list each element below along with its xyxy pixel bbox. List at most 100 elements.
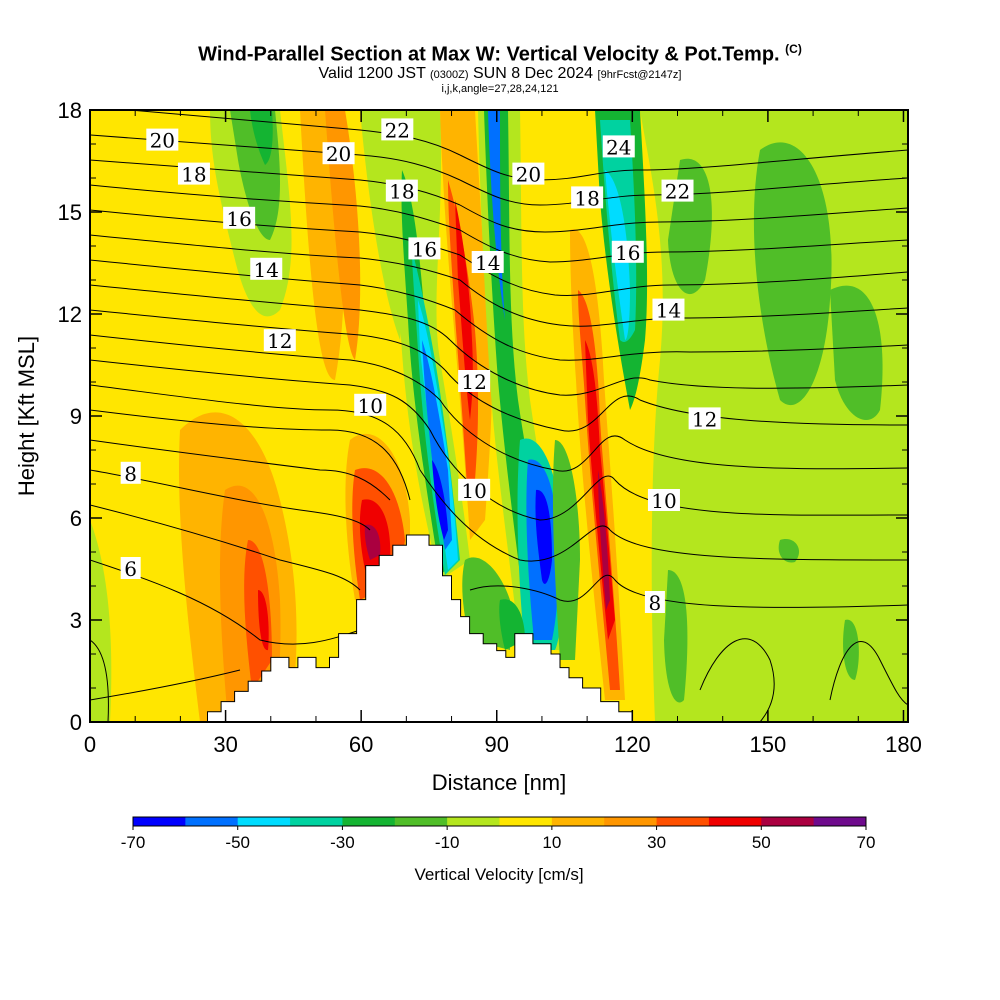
theta-contour	[459, 279, 908, 327]
theta-label-text: 16	[226, 207, 251, 231]
theta-label: 14	[250, 257, 283, 282]
theta-label: 18	[571, 186, 604, 210]
theta-label-box	[223, 206, 256, 229]
field-region	[325, 110, 361, 360]
theta-label-text: 12	[461, 370, 486, 394]
theta-label-box	[322, 142, 355, 165]
theta-label: 10	[647, 489, 680, 513]
theta-label-box	[611, 240, 644, 263]
field-region	[753, 142, 832, 406]
field-region	[364, 524, 381, 560]
colorbar-swatch	[813, 817, 867, 826]
theta-contour	[90, 284, 451, 341]
valid-date: SUN 8 Dec 2024	[473, 64, 594, 82]
theta-label: 10	[354, 393, 387, 418]
chart-title-text: Wind-Parallel Section at Max W: Vertical…	[198, 43, 780, 66]
valid-utc: (0300Z)	[430, 68, 469, 81]
colorbar-swatch	[290, 817, 343, 826]
field-region	[462, 557, 510, 650]
forecast-info: [9hrFcst@2147z]	[597, 68, 682, 81]
theta-label-box	[146, 128, 179, 151]
theta-label-box	[661, 179, 694, 202]
theta-label-box	[120, 461, 141, 484]
theta-label-box	[120, 557, 141, 579]
theta-label-box	[471, 251, 504, 273]
theta-label-text: 18	[389, 180, 414, 204]
theta-label-text: 10	[357, 394, 382, 418]
theta-contour	[469, 574, 908, 608]
colorbar-swatch	[185, 817, 239, 826]
colorbar-swatch	[237, 817, 291, 826]
theta-contour	[829, 640, 908, 706]
theta-contour	[459, 177, 908, 206]
theta-contour	[459, 254, 908, 296]
theta-contour	[90, 384, 421, 471]
field-region	[258, 590, 269, 651]
x-axis-title: Distance [nm]	[432, 770, 567, 795]
theta-contour	[459, 149, 908, 181]
theta-label: 14	[652, 298, 685, 323]
x-tick-label: 90	[484, 732, 508, 757]
y-tick-label: 6	[70, 506, 82, 531]
colorbar-swatch	[551, 817, 605, 826]
theta-label-box	[644, 591, 665, 613]
colorbar-frame	[132, 816, 867, 827]
theta-label-text: 10	[461, 479, 486, 503]
theta-contour	[90, 639, 109, 722]
theta-label-box	[263, 329, 296, 352]
theta-label: 12	[688, 407, 721, 431]
copyright-mark: (C)	[785, 42, 802, 56]
theta-label-box	[688, 407, 721, 430]
y-axis: 0 3 6 9 12 15 18	[58, 98, 908, 735]
theta-label-text: 24	[606, 135, 631, 159]
theta-contour	[449, 339, 908, 396]
field-region	[360, 110, 408, 340]
colorbar-tick-label: -50	[225, 833, 250, 852]
theta-label-text: 8	[124, 462, 137, 486]
theta-label: 6	[120, 557, 141, 581]
theta-label: 16	[611, 240, 644, 265]
theta-label-text: 12	[692, 407, 717, 431]
theta-contour	[129, 110, 461, 156]
colorbar: -70 -50 -30 -10 10 30 50 70	[121, 816, 876, 852]
field-region	[432, 460, 448, 540]
colorbar-tick-label: 70	[857, 833, 876, 852]
x-tick-label: 180	[885, 732, 922, 757]
theta-label-text: 8	[649, 591, 662, 615]
theta-contour	[90, 159, 461, 206]
field-region	[778, 539, 800, 563]
title-block: Wind-Parallel Section at Max W: Vertical…	[0, 38, 1000, 95]
colorbar-swatch	[499, 817, 553, 826]
x-tick-label: 0	[84, 732, 96, 757]
theta-label-text: 20	[516, 163, 541, 187]
theta-label-text: 20	[326, 142, 351, 166]
colorbar-tick-label: 10	[542, 833, 561, 852]
colorbar-swatch	[604, 817, 658, 826]
theta-label-box	[458, 478, 491, 501]
theta-contour	[459, 204, 908, 233]
chart-title: Wind-Parallel Section at Max W: Vertical…	[0, 38, 1000, 66]
theta-contour	[90, 309, 446, 371]
theta-label: 20	[146, 128, 179, 153]
theta-contour	[90, 359, 431, 431]
colorbar-tick-label: -70	[121, 833, 146, 852]
theta-contour	[90, 259, 456, 311]
colorbar-title: Vertical Velocity [cm/s]	[414, 865, 583, 884]
x-tick-label: 30	[213, 732, 237, 757]
theta-contour	[90, 439, 391, 501]
y-tick-label: 9	[70, 404, 82, 429]
theta-label: 18	[385, 179, 418, 204]
theta-label-box	[250, 257, 283, 280]
theta-label-text: 6	[124, 557, 137, 581]
theta-label-text: 18	[574, 186, 599, 210]
theta-contour	[439, 399, 908, 472]
chart-subtitle: Valid 1200 JST (0300Z) SUN 8 Dec 2024 [9…	[0, 64, 1000, 83]
x-tick-label: 120	[614, 732, 651, 757]
theta-contour	[90, 409, 411, 501]
field-region	[843, 619, 859, 680]
theta-label: 16	[223, 206, 256, 231]
theta-label-text: 14	[656, 299, 681, 323]
theta-label: 22	[661, 179, 694, 204]
colorbar-swatch	[394, 817, 448, 826]
field-region	[244, 540, 272, 690]
